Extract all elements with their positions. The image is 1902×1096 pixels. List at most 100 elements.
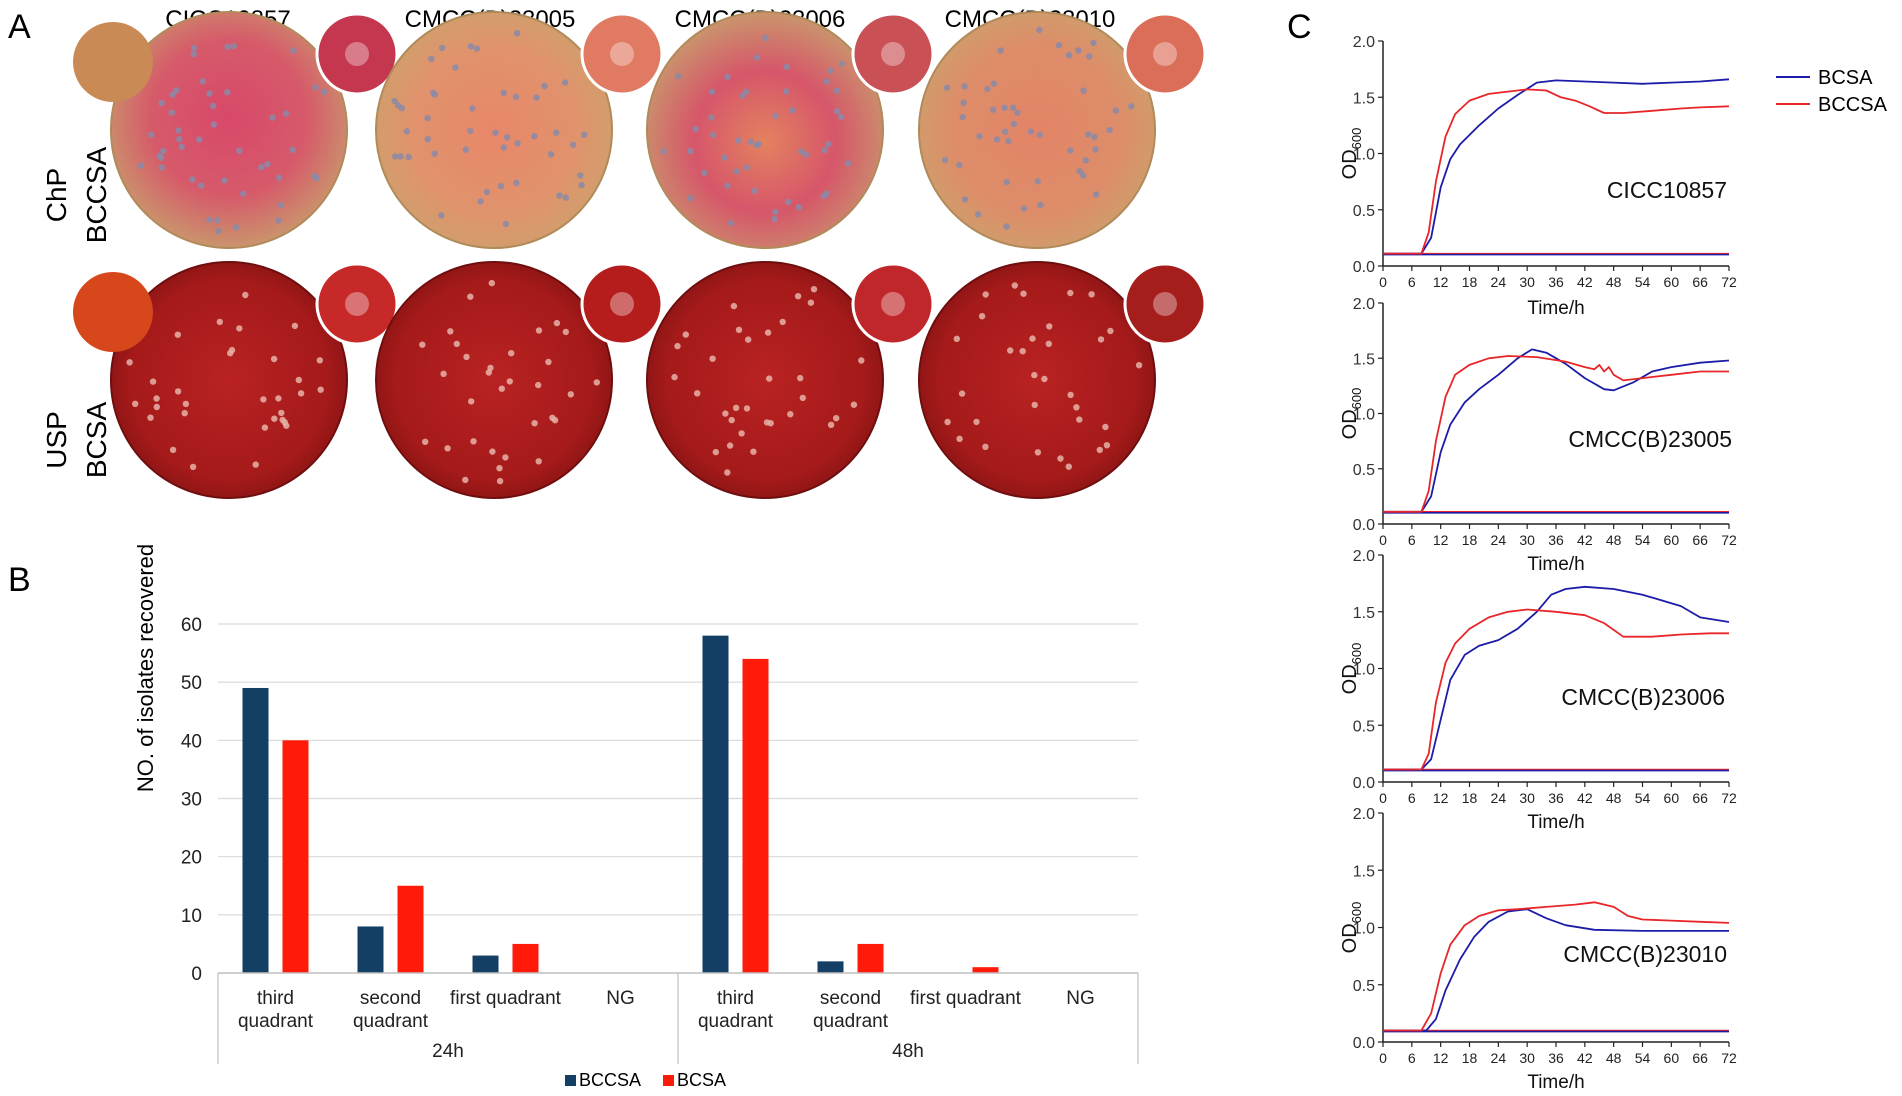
x-tick-label: 54 [1635,274,1651,290]
colony [462,476,469,484]
inset-colony-plate [1123,12,1207,96]
colony [553,129,560,136]
y-tick-label: 30 [181,790,202,811]
colony [394,102,402,109]
colony [763,419,771,426]
colony [508,350,515,357]
x-tick-label: 54 [1635,790,1651,806]
colony [1045,340,1053,347]
colony [1076,416,1083,423]
colony [1019,348,1026,355]
subplot-2: 0.00.51.01.52.00 6 12 18 24 30 36 42 48 54 60 66 72O… [1339,296,1737,575]
x-tick-label: 54 [1635,532,1651,548]
y-tick-label: 1.5 [1353,90,1375,107]
legend-label: BCSA [677,1070,726,1090]
y-axis-label: OD600 [1339,643,1364,695]
colony [236,147,243,154]
colony [137,162,144,169]
colony [1073,404,1080,411]
gridlines [218,623,1138,916]
x-tick-label: 0 [1379,532,1387,548]
colony [674,342,681,350]
colony [958,390,966,397]
colony [838,60,845,68]
colony [216,318,223,326]
colony [498,385,505,392]
y-axis-label-subscript: 600 [1349,902,1364,924]
colony [735,137,742,144]
bar-bcsa [282,740,309,973]
colony [724,182,731,189]
colony [1080,87,1087,94]
colony [1034,449,1042,456]
legend-label: BCCSA [1818,94,1888,116]
bars [242,635,999,973]
bar-bccsa [702,635,729,973]
colony [1082,157,1090,164]
colony [316,357,323,364]
colony [1003,178,1010,186]
x-axis-label: Time/h [1527,812,1584,833]
colony [1001,104,1008,111]
colony [470,438,477,445]
inset-colony-plate [1123,262,1207,346]
colony [722,410,729,417]
x-tick-label: first quadrant [450,988,562,1009]
colony [1102,423,1109,431]
y-axis-label: OD600 [1339,388,1364,440]
colony [1086,53,1093,60]
bar-bccsa [357,926,384,973]
colony [1009,104,1017,111]
panel-b-bar-chart: NO. of isolates recovered 0 10 20 30 40 50 60 t… [133,544,1139,1090]
colony [1076,168,1083,175]
colony [160,147,167,155]
x-tick-label: second [360,988,421,1009]
inset-colony [1153,292,1177,316]
colony [753,54,761,61]
strain-label: CMCC(B)23010 [1563,941,1727,967]
colony [232,224,240,231]
colony [798,148,805,155]
colony [419,341,426,348]
colony [1135,362,1143,369]
colony [838,113,845,121]
colony [833,415,840,422]
series-line-bcsa [1383,348,1730,513]
colony [941,156,949,164]
colony [312,84,319,91]
x-tick-label: quadrant [698,1011,774,1032]
series-line-bcsa [1383,908,1729,1032]
colony [975,211,982,218]
colony [973,418,980,426]
colony [270,355,278,363]
colony [261,424,269,431]
y-tick-label: 1.5 [1353,351,1375,368]
colony [405,153,412,161]
colony [1034,178,1041,185]
inset-colony [345,292,369,316]
colony [956,161,963,169]
colony [514,140,521,147]
colony [762,34,769,42]
x-tick-label: 60 [1664,1050,1680,1066]
colony [496,465,503,472]
colony [1010,120,1018,128]
y-tick-label: 0 [191,964,202,985]
colony [431,150,438,157]
colony [726,442,734,449]
x-tick-label: 36 [1548,274,1564,290]
colony [1005,137,1012,145]
colony [708,114,715,121]
row-label-line2: BCSA [81,402,112,479]
colony [990,80,997,87]
colony [545,358,552,366]
colony [766,375,773,382]
colony [728,416,735,424]
bar-bccsa [472,955,499,973]
colony [799,394,806,402]
inset-colony-plate [851,262,935,346]
colony [271,415,278,422]
colony [660,148,667,155]
x-tick-label: 30 [1519,274,1535,290]
colony [551,417,559,424]
